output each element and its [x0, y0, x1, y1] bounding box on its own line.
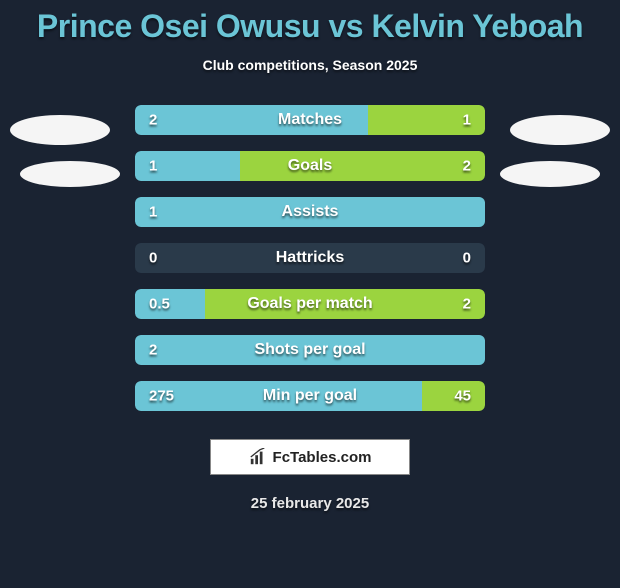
stat-value-left: 2 [149, 112, 157, 129]
stat-label: Matches [135, 111, 485, 129]
stat-value-left: 2 [149, 342, 157, 359]
stat-row: Hattricks0 0 [135, 243, 485, 273]
player-left-avatar-placeholder-2 [20, 161, 120, 187]
stat-row: Goals1 2 [135, 151, 485, 181]
stat-value-left: 1 [149, 158, 157, 175]
stat-row: Assists1 [135, 197, 485, 227]
fctables-logo-icon [249, 448, 267, 466]
stats-area: Matches21Goals12Assists1Hattricks00Goals… [0, 105, 620, 425]
stat-label: Assists [135, 203, 485, 221]
stat-label: Goals [135, 157, 485, 175]
stat-value-left: 1 [149, 204, 157, 221]
stat-row: Shots per goal2 [135, 335, 485, 365]
stat-value-left: 0.5 [149, 296, 170, 313]
stat-value-left: 275 [149, 388, 174, 405]
stat-label: Shots per goal [135, 341, 485, 359]
stat-row: Goals per match0.5 2 [135, 289, 485, 319]
footer-date: 25 february 2025 [0, 495, 620, 512]
stat-value-right: 2 [463, 296, 471, 313]
stat-label: Goals per match [135, 295, 485, 313]
player-right-avatar-placeholder-2 [500, 161, 600, 187]
stat-value-right: 0 [463, 250, 471, 267]
footer-logo: FcTables.com [210, 439, 410, 475]
stat-value-right: 2 [463, 158, 471, 175]
comparison-bars: Matches21Goals12Assists1Hattricks00Goals… [135, 105, 485, 427]
page-title: Prince Osei Owusu vs Kelvin Yeboah [0, 8, 620, 45]
stat-row: Min per goal275 45 [135, 381, 485, 411]
stat-row: Matches2 1 [135, 105, 485, 135]
footer-logo-text: FcTables.com [273, 449, 372, 466]
stat-label: Min per goal [135, 387, 485, 405]
stat-value-right: 1 [463, 112, 471, 129]
stat-value-left: 0 [149, 250, 157, 267]
player-right-avatar-placeholder-1 [510, 115, 610, 145]
player-left-avatar-placeholder-1 [10, 115, 110, 145]
page-subtitle: Club competitions, Season 2025 [0, 57, 620, 73]
stat-label: Hattricks [135, 249, 485, 267]
stat-value-right: 45 [454, 388, 471, 405]
